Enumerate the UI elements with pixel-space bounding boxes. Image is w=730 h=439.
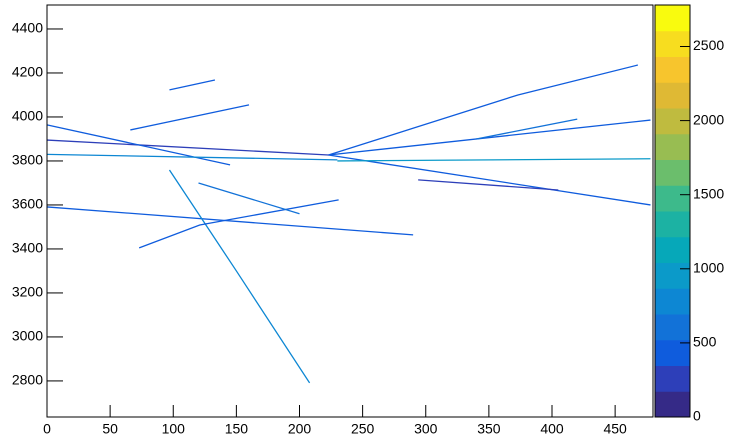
color-step xyxy=(655,237,690,263)
color-step xyxy=(655,134,690,160)
background xyxy=(0,0,730,439)
y-tick-label: 4400 xyxy=(12,20,43,36)
x-tick-label: 200 xyxy=(288,421,312,437)
chart: 0 500 1000 1500 2000 2500 0 50 100 150 200 250 300 3… xyxy=(0,0,730,439)
y-tick-label: 4200 xyxy=(12,64,43,80)
z-tick-label: 0 xyxy=(693,408,701,424)
color-step xyxy=(655,57,690,83)
color-step xyxy=(655,340,690,366)
x-tick-label: 450 xyxy=(603,421,627,437)
color-step xyxy=(655,288,690,314)
color-step xyxy=(655,391,690,417)
z-tick-label: 2500 xyxy=(693,37,724,53)
x-tick-label: 50 xyxy=(102,421,118,437)
x-tick-label: 350 xyxy=(477,421,501,437)
color-step xyxy=(655,211,690,237)
y-tick-label: 3600 xyxy=(12,196,43,212)
x-tick-label: 300 xyxy=(414,421,438,437)
color-step xyxy=(655,160,690,186)
z-tick-label: 1500 xyxy=(693,185,724,201)
y-tick-label: 3000 xyxy=(12,328,43,344)
color-step xyxy=(655,263,690,289)
y-tick-label: 3400 xyxy=(12,240,43,256)
y-tick-label: 3200 xyxy=(12,284,43,300)
color-step xyxy=(655,314,690,340)
x-tick-label: 250 xyxy=(351,421,375,437)
x-tick-label: 100 xyxy=(162,421,186,437)
x-tick-label: 400 xyxy=(540,421,564,437)
z-tick-label: 500 xyxy=(693,334,717,350)
color-step xyxy=(655,185,690,211)
color-step xyxy=(655,82,690,108)
y-tick-label: 4000 xyxy=(12,108,43,124)
color-step xyxy=(655,31,690,57)
x-tick-label: 0 xyxy=(43,421,51,437)
color-step xyxy=(655,366,690,392)
z-tick-label: 2000 xyxy=(693,111,724,127)
y-tick-label: 2800 xyxy=(12,372,43,388)
x-tick-label: 150 xyxy=(225,421,249,437)
y-tick-label: 3800 xyxy=(12,152,43,168)
color-step xyxy=(655,108,690,134)
color-step xyxy=(655,5,690,31)
z-tick-label: 1000 xyxy=(693,260,724,276)
